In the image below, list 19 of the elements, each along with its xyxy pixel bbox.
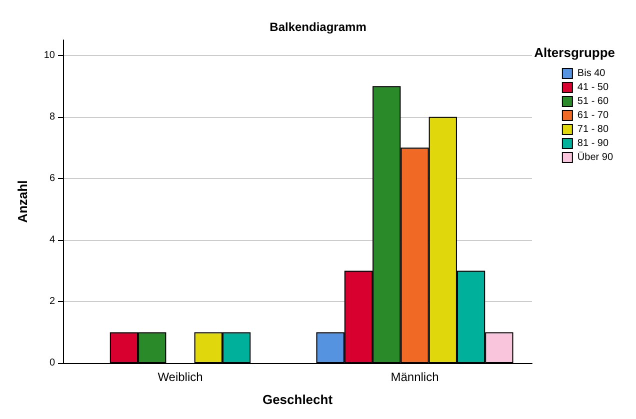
legend-label: Über 90	[577, 151, 614, 163]
legend-label: 71 - 80	[577, 124, 609, 135]
legend-label: 51 - 60	[577, 96, 609, 107]
y-tick-label: 4	[49, 234, 56, 246]
legend-label: Bis 40	[577, 68, 606, 79]
legend-label: 81 - 90	[577, 138, 609, 149]
legend-label: 41 - 50	[577, 82, 609, 93]
x-tick-label: Männlich	[390, 370, 439, 384]
y-axis-title: Anzahl	[15, 180, 30, 223]
y-tick-label: 0	[49, 358, 56, 368]
y-tick-label: 6	[49, 172, 56, 184]
legend-title: Altersgruppe	[534, 45, 616, 60]
y-tick-label: 8	[49, 111, 56, 122]
chart-title: Balkendiagramm	[270, 20, 366, 34]
x-tick-label: Weiblich	[158, 370, 203, 384]
x-axis-title: Geschlecht	[262, 392, 334, 407]
y-tick-label: 10	[44, 50, 56, 61]
y-tick-label: 2	[49, 296, 56, 307]
legend-label: 61 - 70	[577, 110, 609, 121]
